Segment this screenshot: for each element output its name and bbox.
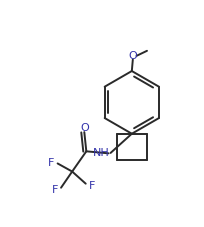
Text: F: F: [51, 185, 58, 195]
Text: F: F: [89, 181, 95, 191]
Text: O: O: [128, 51, 136, 61]
Text: NH: NH: [92, 148, 109, 158]
Text: O: O: [80, 123, 88, 133]
Text: F: F: [47, 158, 54, 168]
